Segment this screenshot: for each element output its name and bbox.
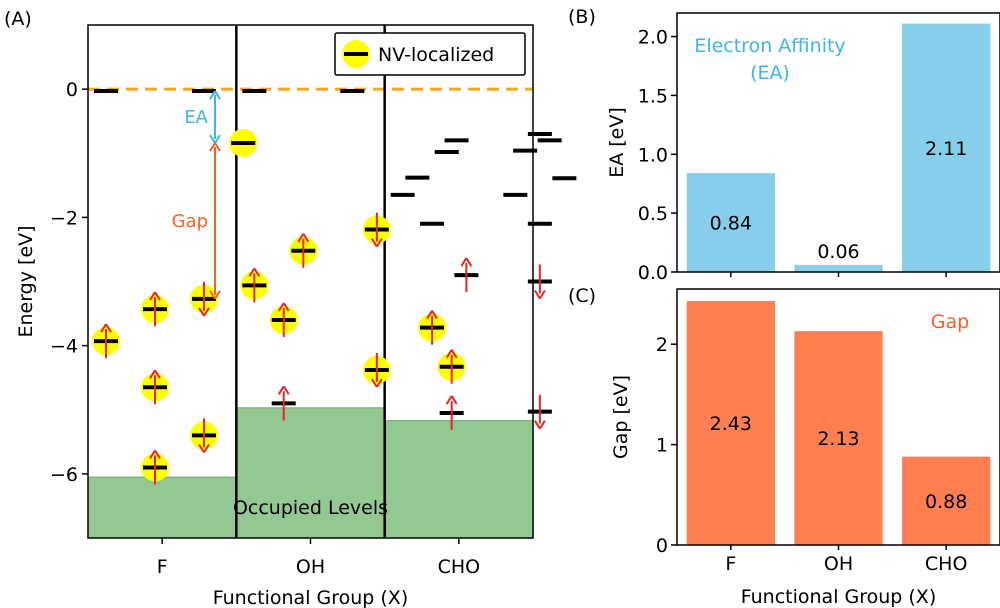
x-tick-label-0: F [725,553,736,575]
gap-arrow-top [209,142,221,152]
energy-level-cho-31 [437,349,466,384]
y-tick-label-2: 1.0 [638,144,668,166]
panel-label: (C) [568,285,596,307]
y-axis-label: EA [eV] [606,107,628,178]
spin-up-arrow-head [277,385,290,395]
ea-arrow-top [209,90,221,100]
y-tick-label-1: 1 [656,435,668,457]
bar-value-label-oh: 0.06 [817,241,859,263]
spin-down-arrow-head [370,378,383,388]
x-tick-label-0: F [157,556,168,578]
spin-down-arrow-head [534,289,546,300]
spin-down-arrow-head [370,238,383,248]
energy-level-oh-11 [240,267,269,303]
energy-level-oh-12 [289,233,318,268]
energy-level-f-3 [92,323,120,359]
energy-level-cho-30 [418,310,447,345]
gap-label: Gap [172,211,208,232]
y-tick-label-3: 1.5 [638,85,668,107]
ea-annotation: EA [184,90,221,144]
bar-oh [794,331,883,545]
energy-level-f-7 [190,418,218,453]
panel-a-label: (A) [4,8,32,30]
y-axis-label: Gap [eV] [610,375,632,459]
y-tick-label-2: 2 [656,334,668,356]
bar-cho [902,456,991,545]
bar-value-label-cho: 2.11 [925,138,967,160]
bar-f [686,173,775,272]
y-tick-label-3: −6 [50,464,78,486]
energy-level-f-8 [141,449,169,485]
occupied-region-f [87,476,237,539]
y-tick-label-0: 0 [66,79,78,101]
x-axis-label: Functional Group (X) [741,586,937,608]
gap-annotation: Gap [172,142,221,300]
panel-c-gap-bar-chart: 2.43 F 2.13 OH 0.88 CHO 0 1 2 Gap (C) Gap [eV] Funct… [568,285,1000,608]
bar-value-label-f: 0.84 [710,213,752,235]
spin-up-arrow-head [277,302,290,312]
spin-up-arrow-head [426,310,438,320]
y-tick-label-2: −4 [50,336,78,358]
energy-level-f-2 [229,128,258,157]
panel-frame [676,12,1000,273]
y-tick-label-0: 0 [656,535,668,557]
spin-up-arrow-head [248,267,261,277]
spin-up-arrow-head [445,349,458,359]
spin-up-arrow-head [149,291,161,301]
panel-title-line-0: Electron Affinity [694,35,845,57]
bar-value-label-cho: 0.88 [925,491,967,513]
energy-level-f-4 [141,291,169,327]
spin-down-arrow-head [534,420,546,430]
legend-label: NV-localized [378,44,494,66]
gap-arrow-bottom [209,290,221,300]
energy-level-oh-15 [362,352,391,388]
panel-frame [676,288,1000,546]
y-axis-label: Energy [eV] [15,225,37,337]
x-tick-label-2: CHO [925,553,968,575]
occupied-levels-label: Occupied Levels [233,497,388,519]
bar-value-label-oh: 2.13 [817,428,859,450]
spin-up-arrow-head [149,449,161,459]
x-tick-label-1: OH [824,553,853,575]
x-tick-label-2: CHO [438,556,481,578]
y-tick-label-4: 2.0 [638,27,668,49]
ea-label: EA [184,107,208,128]
panel-a-energy-diagram: Occupied Levels EA Gap NV-localized 0 −2 −4 −6 F… [4,8,577,608]
energy-level-oh-13 [362,212,391,248]
energy-level-cho-32 [439,395,464,430]
spin-up-arrow-head [297,233,310,243]
legend-box [334,32,526,76]
panel-title-line-1: (EA) [750,62,790,84]
ea-arrow-bottom [209,134,221,144]
y-tick-label-0: 0.0 [638,262,668,284]
bar-cho [902,23,991,272]
energy-level-f-6 [141,369,169,405]
x-tick-label-1: OH [296,556,325,578]
bar-value-label-f: 2.43 [710,413,752,435]
spin-down-arrow-head [198,443,210,453]
occupied-region-oh [235,407,386,539]
energy-level-cho-29 [527,264,552,300]
energy-level-cho-33 [527,394,552,430]
legend: NV-localized [334,32,526,76]
energy-level-f-5 [190,281,218,317]
energy-level-oh-14 [269,302,298,337]
panel-label: (B) [568,6,596,28]
panel-b-ea-bar-chart: 0.84 0.06 2.11 0.0 0.5 1.0 1.5 2.0 Electron Affi… [568,6,1000,284]
spin-up-arrow-head [149,369,161,379]
spin-up-arrow-head [100,323,112,333]
spin-up-arrow-head [445,395,458,405]
bar-f [686,301,775,545]
spin-up-arrow-head [460,257,473,267]
spin-down-arrow-head [198,307,210,317]
x-axis-label: Functional Group (X) [213,587,409,608]
panel-title-line-0: Gap [931,311,969,333]
bar-oh [794,264,883,272]
y-tick-label-1: −2 [50,207,78,229]
y-tick-label-1: 0.5 [638,203,668,225]
energy-level-oh-16 [271,385,296,421]
occupied-region-cho [384,420,534,539]
energy-level-cho-28 [454,257,479,293]
